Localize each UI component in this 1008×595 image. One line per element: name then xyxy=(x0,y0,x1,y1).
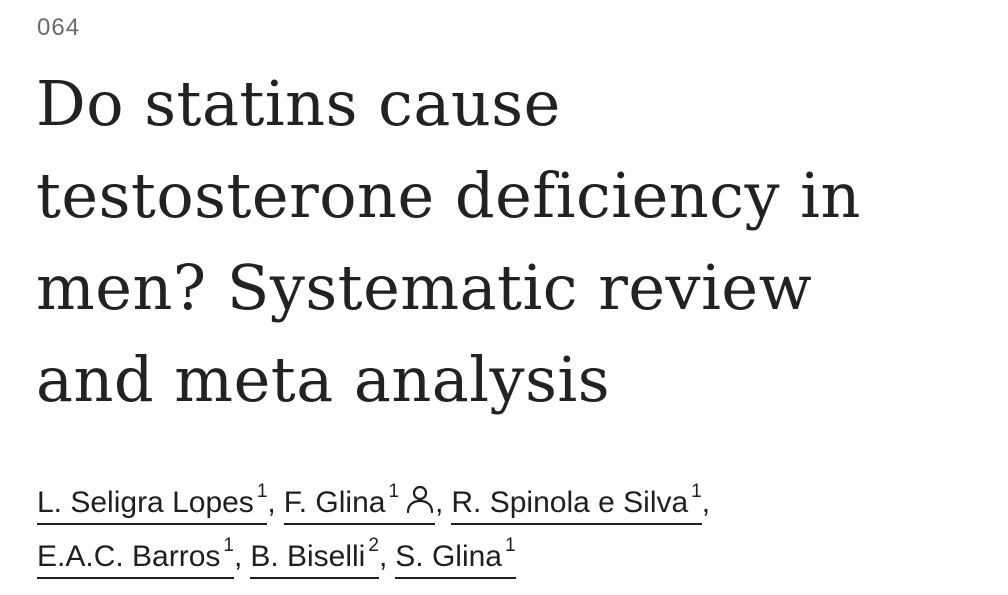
author-link-s-glina[interactable]: S. Glina 1 xyxy=(395,535,516,579)
author-list: L. Seligra Lopes 1, F. Glina 1, R. Spinola e… xyxy=(37,476,718,584)
article-number: 064 xyxy=(37,14,81,41)
title-line: and meta analysis xyxy=(36,343,611,416)
author-link-e-a-c-barros[interactable]: E.A.C. Barros 1 xyxy=(37,535,234,579)
affiliation-marker: 1 xyxy=(691,481,702,502)
author-line: L. Seligra Lopes 1, F. Glina 1, R. Spinola e… xyxy=(37,476,718,530)
author-line: E.A.C. Barros 1, B. Biselli 2, S. Glina 1 xyxy=(37,530,718,584)
author-name: S. Glina xyxy=(395,540,502,573)
author-separator: , xyxy=(233,540,243,573)
author-separator: , xyxy=(435,486,444,519)
affiliation-marker: 2 xyxy=(368,535,379,556)
person-icon xyxy=(406,485,434,514)
author-link-b-biselli[interactable]: B. Biselli 2 xyxy=(250,535,379,579)
affiliation-marker: 1 xyxy=(388,481,400,502)
affiliation-marker: 1 xyxy=(505,535,516,556)
affiliation-marker: 1 xyxy=(223,535,234,556)
author-name: F. Glina xyxy=(283,486,386,519)
title-line: men? Systematic review xyxy=(36,251,813,324)
author-separator: , xyxy=(378,540,388,573)
author-separator: , xyxy=(701,486,711,519)
article-title: Do statins cause testosterone deficiency… xyxy=(36,58,956,426)
author-separator: , xyxy=(267,486,276,519)
author-link-f-glina[interactable]: F. Glina 1 xyxy=(283,481,436,525)
author-name: R. Spinola e Silva xyxy=(451,486,689,519)
author-name: E.A.C. Barros xyxy=(37,540,221,573)
author-name: L. Seligra Lopes xyxy=(37,486,254,519)
author-link-l-seligra-lopes[interactable]: L. Seligra Lopes 1 xyxy=(37,481,268,525)
author-name: B. Biselli xyxy=(250,540,366,573)
affiliation-marker: 1 xyxy=(256,481,268,502)
title-line: testosterone deficiency in xyxy=(36,159,861,232)
title-line: Do statins cause xyxy=(36,67,561,140)
author-link-r-spinola-e-silva[interactable]: R. Spinola e Silva 1 xyxy=(451,481,702,525)
